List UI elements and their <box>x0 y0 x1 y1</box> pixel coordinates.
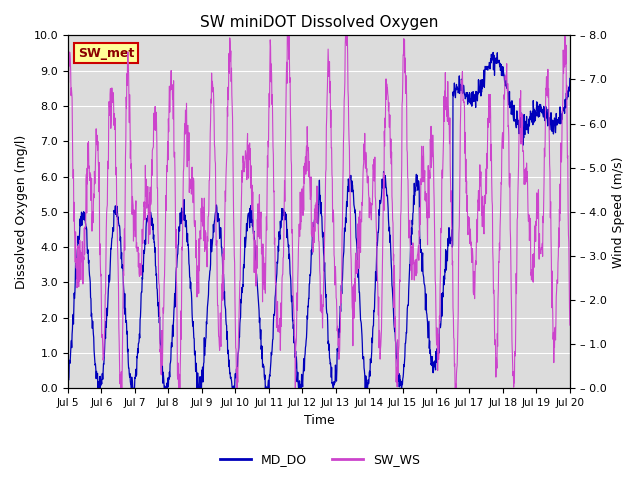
Y-axis label: Dissolved Oxygen (mg/l): Dissolved Oxygen (mg/l) <box>15 135 28 289</box>
Text: SW_met: SW_met <box>78 47 134 60</box>
Title: SW miniDOT Dissolved Oxygen: SW miniDOT Dissolved Oxygen <box>200 15 438 30</box>
Legend: MD_DO, SW_WS: MD_DO, SW_WS <box>214 448 426 471</box>
Y-axis label: Wind Speed (m/s): Wind Speed (m/s) <box>612 156 625 267</box>
X-axis label: Time: Time <box>303 414 334 427</box>
